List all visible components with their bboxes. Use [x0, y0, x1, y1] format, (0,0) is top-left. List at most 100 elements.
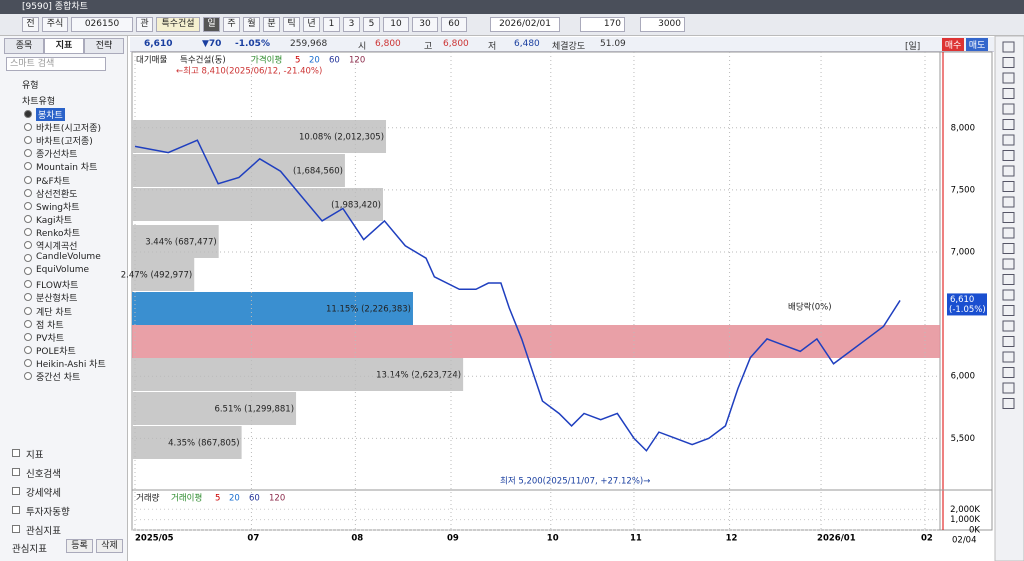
chart-type[interactable]: CandleVolume: [36, 252, 101, 263]
tool-icon[interactable]: [1002, 212, 1015, 223]
tool-icon[interactable]: [1002, 258, 1015, 270]
radio[interactable]: [24, 110, 32, 118]
tool-icon[interactable]: [1002, 134, 1015, 146]
tool-icon[interactable]: [1002, 367, 1015, 378]
tool-icon[interactable]: [1002, 57, 1015, 68]
radio[interactable]: [24, 345, 32, 354]
chart-type[interactable]: POLE차트: [36, 346, 76, 357]
chart-type[interactable]: 봉차트: [36, 108, 65, 121]
chart-type[interactable]: 바차트(고저종): [36, 137, 93, 148]
toolbar-button[interactable]: 10: [383, 17, 409, 32]
chart-type[interactable]: FLOW차트: [36, 281, 79, 292]
toolbar-button[interactable]: 분: [263, 17, 280, 32]
tool-icon[interactable]: [1002, 227, 1015, 239]
tool-icon[interactable]: [1002, 243, 1015, 254]
tree-subgroup[interactable]: 차트유형: [22, 97, 56, 107]
radio[interactable]: [24, 149, 32, 158]
chart-type[interactable]: Mountain 차트: [36, 163, 98, 174]
tool-icon[interactable]: [1002, 103, 1015, 115]
chart-type[interactable]: Renko차트: [36, 228, 81, 239]
toolbar-button[interactable]: 30: [412, 17, 438, 32]
radio[interactable]: [24, 372, 32, 380]
radio[interactable]: [24, 175, 32, 184]
tool-icon[interactable]: [1002, 196, 1015, 208]
date-input[interactable]: 2026/02/01: [490, 17, 560, 32]
chart-type[interactable]: P&F차트: [36, 176, 71, 187]
chart-type[interactable]: EquiVolume: [36, 265, 90, 276]
footer-button[interactable]: 등록: [66, 539, 93, 553]
max-input[interactable]: 3000: [640, 17, 685, 32]
tool-icon[interactable]: [1002, 351, 1015, 363]
section[interactable]: 신호검색: [26, 469, 61, 480]
toolbar-button[interactable]: 026150: [71, 17, 133, 32]
sell-button[interactable]: 매도: [966, 38, 988, 51]
toolbar-button[interactable]: 월: [243, 17, 260, 32]
tool-icon[interactable]: [1002, 72, 1015, 84]
radio[interactable]: [24, 267, 32, 276]
tool-icon[interactable]: [1002, 336, 1015, 347]
toolbar-button[interactable]: 5: [363, 17, 380, 32]
toolbar-button[interactable]: 관: [136, 17, 153, 32]
radio[interactable]: [24, 241, 32, 249]
chart-type[interactable]: 중간선 차트: [36, 373, 81, 383]
radio[interactable]: [24, 280, 32, 289]
chart-type[interactable]: 분산형차트: [36, 294, 78, 305]
radio[interactable]: [24, 136, 32, 145]
tool-icon[interactable]: [1002, 305, 1015, 316]
tool-icon[interactable]: [1002, 165, 1015, 177]
chart-type[interactable]: PV차트: [36, 333, 65, 344]
tool-icon[interactable]: [1002, 274, 1015, 285]
chart-type[interactable]: 바차트(시고저종): [36, 124, 101, 135]
tool-icon[interactable]: [1002, 119, 1015, 130]
radio[interactable]: [24, 319, 32, 328]
radio[interactable]: [24, 254, 32, 263]
count-input[interactable]: 170: [580, 17, 625, 32]
radio[interactable]: [24, 201, 32, 210]
chart-type[interactable]: 종가선차트: [36, 150, 78, 161]
tab[interactable]: 전략: [84, 38, 124, 54]
radio[interactable]: [24, 123, 32, 132]
radio[interactable]: [24, 306, 32, 315]
section[interactable]: 지표: [26, 450, 44, 461]
toolbar-button[interactable]: 1: [323, 17, 340, 32]
tool-icon[interactable]: [1002, 181, 1015, 192]
section[interactable]: 관심지표: [26, 526, 61, 537]
chart-type[interactable]: Swing차트: [36, 202, 80, 213]
tool-icon[interactable]: [1002, 88, 1015, 99]
tool-icon[interactable]: [1002, 41, 1015, 53]
chart-type[interactable]: 역시계곡선: [36, 242, 78, 252]
chart-type[interactable]: Kagi차트: [36, 215, 73, 226]
tool-icon[interactable]: [1002, 289, 1015, 301]
tab[interactable]: 지표: [44, 38, 84, 54]
chart-type[interactable]: 삼선전환도: [36, 189, 78, 200]
chart-type[interactable]: 점 차트: [36, 320, 64, 331]
radio[interactable]: [24, 162, 32, 171]
toolbar-button[interactable]: 60: [441, 17, 467, 32]
toolbar-button[interactable]: 특수건설: [156, 17, 200, 32]
toolbar-button[interactable]: 주: [223, 17, 240, 32]
radio[interactable]: [24, 358, 32, 367]
tool-icon[interactable]: [1002, 150, 1015, 161]
tool-icon[interactable]: [1002, 398, 1015, 409]
radio[interactable]: [24, 332, 32, 341]
chart-type[interactable]: Heikin-Ashi 차트: [36, 359, 106, 370]
radio[interactable]: [24, 227, 32, 236]
tab[interactable]: 종목: [4, 38, 44, 54]
section[interactable]: 투자자동향: [26, 507, 70, 518]
toolbar-button[interactable]: 일: [203, 17, 220, 32]
tool-icon[interactable]: [1002, 382, 1015, 394]
toolbar-button[interactable]: 주식: [42, 17, 68, 32]
chart-type[interactable]: 계단 차트: [36, 307, 72, 318]
toolbar-button[interactable]: 전: [22, 17, 39, 32]
radio[interactable]: [24, 188, 32, 197]
buy-button[interactable]: 매수: [942, 38, 964, 51]
toolbar-button[interactable]: 틱: [283, 17, 300, 32]
search-box[interactable]: 스마트 검색: [6, 57, 106, 71]
radio[interactable]: [24, 293, 32, 302]
tree-group[interactable]: 유형: [22, 81, 39, 91]
toolbar-button[interactable]: 3: [343, 17, 360, 32]
radio[interactable]: [24, 214, 32, 223]
tool-icon[interactable]: [1002, 320, 1015, 332]
footer-button[interactable]: 삭제: [96, 539, 123, 553]
toolbar-button[interactable]: 년: [303, 17, 320, 32]
